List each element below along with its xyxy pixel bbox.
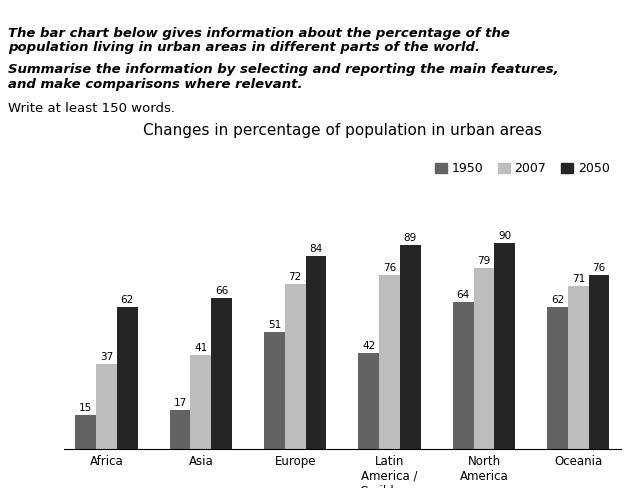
Text: Summarise the information by selecting and reporting the main features,: Summarise the information by selecting a… xyxy=(8,63,558,77)
Text: 90: 90 xyxy=(498,231,511,241)
Text: 64: 64 xyxy=(456,290,470,300)
Text: 66: 66 xyxy=(215,286,228,296)
Bar xyxy=(76,414,96,449)
Bar xyxy=(474,268,494,449)
Text: The bar chart below gives information about the percentage of the: The bar chart below gives information ab… xyxy=(8,27,509,40)
Bar xyxy=(380,275,400,449)
Text: 51: 51 xyxy=(268,320,281,330)
Text: 42: 42 xyxy=(362,341,376,351)
Text: and make comparisons where relevant.: and make comparisons where relevant. xyxy=(8,78,302,91)
Text: 37: 37 xyxy=(100,352,113,362)
Text: 84: 84 xyxy=(309,244,323,254)
Bar xyxy=(358,353,380,449)
Text: 17: 17 xyxy=(173,398,187,408)
Text: Changes in percentage of population in urban areas: Changes in percentage of population in u… xyxy=(143,123,542,138)
Bar xyxy=(568,286,589,449)
Text: 62: 62 xyxy=(551,295,564,305)
Bar xyxy=(96,364,117,449)
Legend: 1950, 2007, 2050: 1950, 2007, 2050 xyxy=(430,157,614,180)
Text: 79: 79 xyxy=(477,256,491,266)
Text: 72: 72 xyxy=(289,272,302,282)
Text: 71: 71 xyxy=(572,274,585,285)
Text: 62: 62 xyxy=(120,295,134,305)
Text: Write at least 150 words.: Write at least 150 words. xyxy=(8,102,175,116)
Bar xyxy=(305,256,326,449)
Bar xyxy=(589,275,609,449)
Bar xyxy=(264,332,285,449)
Text: 76: 76 xyxy=(593,263,605,273)
Bar xyxy=(285,284,305,449)
Bar xyxy=(211,298,232,449)
Text: 76: 76 xyxy=(383,263,396,273)
Bar xyxy=(547,307,568,449)
Text: population living in urban areas in different parts of the world.: population living in urban areas in diff… xyxy=(8,41,480,55)
Text: 41: 41 xyxy=(194,343,207,353)
Text: 89: 89 xyxy=(404,233,417,243)
Bar xyxy=(494,243,515,449)
Bar xyxy=(400,245,420,449)
Bar xyxy=(191,355,211,449)
Bar xyxy=(170,410,191,449)
Bar xyxy=(453,302,474,449)
Bar xyxy=(117,307,138,449)
Text: 15: 15 xyxy=(79,403,92,413)
